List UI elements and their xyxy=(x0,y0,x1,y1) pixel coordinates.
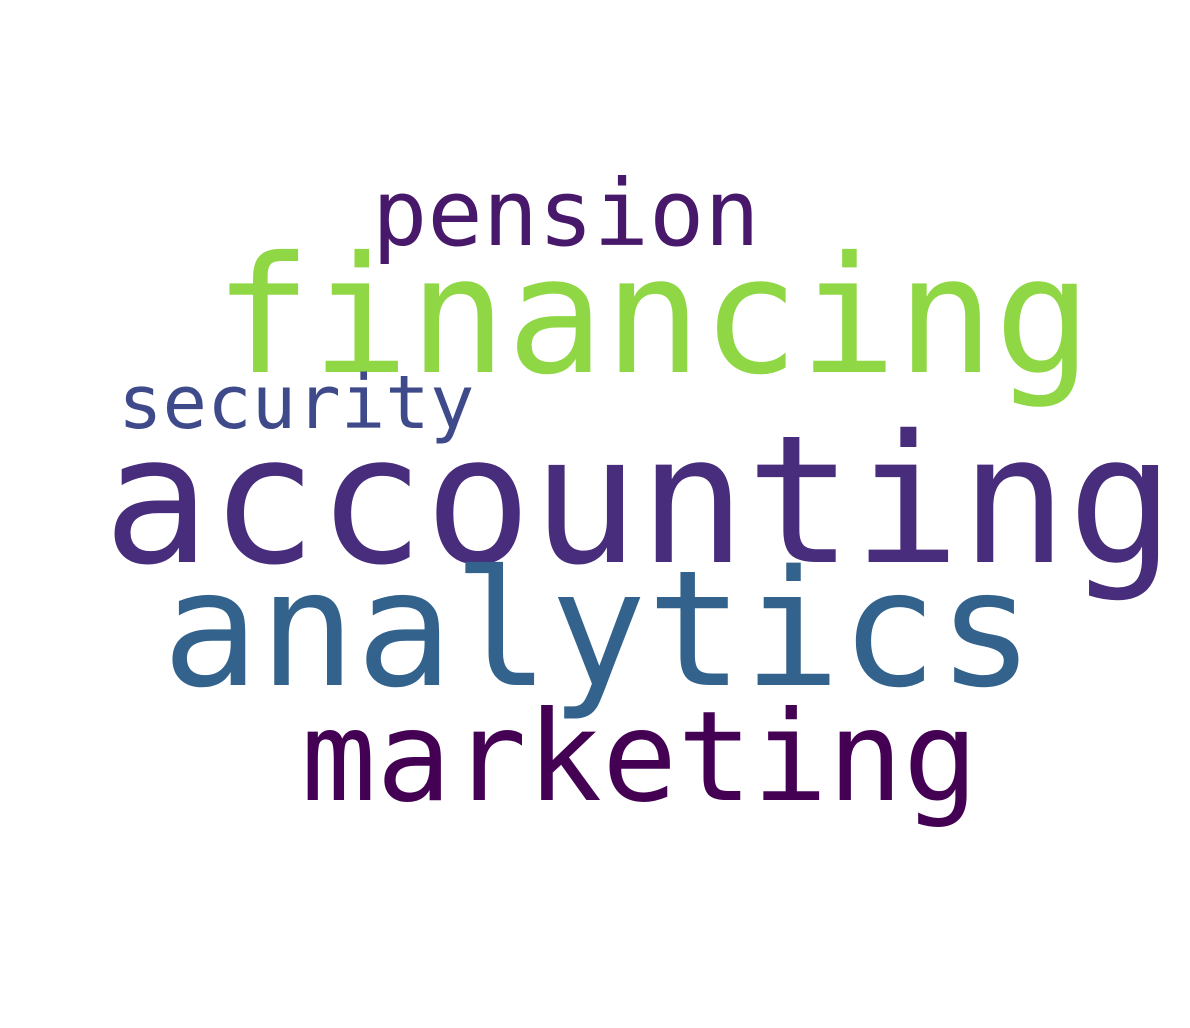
word-financing: financing xyxy=(214,223,1092,411)
word-marketing: marketing xyxy=(301,685,979,830)
word-analytics: analytics xyxy=(162,536,1035,723)
word-accounting: accounting xyxy=(103,397,1175,604)
word-security: security xyxy=(118,360,475,446)
word-pension: pension xyxy=(372,160,760,267)
